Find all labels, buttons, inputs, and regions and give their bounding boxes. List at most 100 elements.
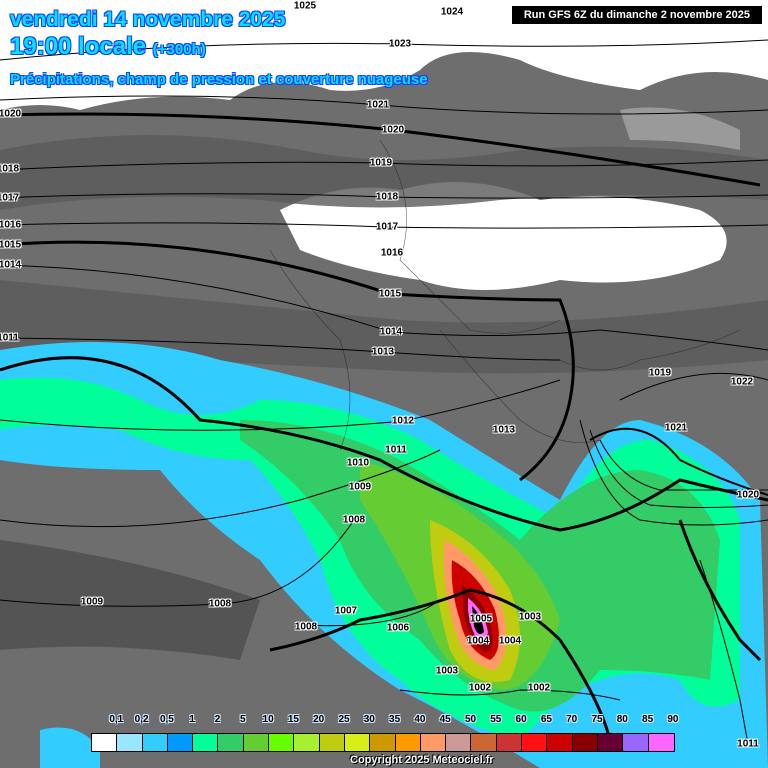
isobar-label: 1022: [730, 376, 754, 388]
legend-tick-label: 20: [313, 714, 325, 725]
isobar-label: 1021: [366, 99, 390, 111]
isobar-label: 1020: [381, 124, 405, 136]
isobar-label: 1004: [498, 635, 522, 647]
legend-tick-label: 90: [667, 714, 679, 725]
isobar-label: 1016: [380, 247, 404, 259]
legend-swatch: [193, 734, 219, 751]
isobar-label: 1010: [346, 457, 370, 469]
legend-tick-label: 65: [540, 714, 552, 725]
legend-swatch: [648, 734, 674, 751]
isobar-label: 1015: [378, 288, 402, 300]
isobar-label: 1020: [0, 108, 22, 120]
precipitation-areas: [0, 342, 768, 768]
isobar-label: 1011: [737, 738, 759, 750]
isobar-label: 1025: [293, 0, 317, 12]
legend-swatch: [167, 734, 194, 751]
legend-tick-label: 60: [515, 714, 527, 725]
legend-tick-label: 55: [490, 714, 502, 725]
legend-tick-label: 45: [439, 714, 451, 725]
legend-tick-label: 0,1: [109, 714, 124, 725]
legend-swatch: [142, 734, 168, 751]
legend-swatch: [496, 734, 523, 751]
legend-tick-label: 70: [566, 714, 578, 725]
isobar-label: 1017: [375, 221, 399, 233]
isobar-label: 1012: [391, 415, 415, 427]
isobar-label: 1013: [371, 346, 395, 358]
legend-tick-label: 30: [363, 714, 375, 725]
isobar-label: 1002: [527, 682, 551, 694]
legend-tick-label: 35: [389, 714, 401, 725]
isobar-label: 1002: [468, 682, 492, 694]
forecast-time: 19:00 locale (+300h): [10, 33, 206, 61]
precipitation-legend: [91, 733, 675, 752]
legend-swatch: [294, 734, 320, 751]
isobar-label: 1008: [208, 598, 232, 610]
clear-sky-areas: [0, 0, 768, 290]
model-run-info: Run GFS 6Z du dimanche 2 novembre 2025: [511, 6, 762, 24]
legend-tick-label: 0,5: [159, 714, 174, 725]
isobar-label: 1009: [80, 596, 104, 608]
legend-swatch: [522, 734, 548, 751]
isobar-label: 1019: [369, 157, 393, 169]
legend-swatch: [218, 734, 244, 751]
isobar-label: 1017: [0, 192, 20, 204]
isobar-label: 1011: [0, 332, 19, 344]
legend-tick-label: 15: [287, 714, 299, 725]
legend-swatch: [572, 734, 598, 751]
isobar-label: 1005: [469, 613, 493, 625]
local-time: 19:00 locale: [10, 33, 147, 60]
legend-swatch: [597, 734, 624, 751]
isobar-label: 1021: [664, 422, 688, 434]
legend-tick-label: 5: [240, 714, 246, 725]
isobar-label: 1015: [0, 239, 22, 251]
isobar-label: 1013: [492, 424, 516, 436]
isobar-label: 1008: [342, 514, 366, 526]
lead-time: (+300h): [152, 41, 206, 58]
copyright: Copyright 2025 Meteociel.fr: [350, 754, 494, 766]
legend-swatch: [269, 734, 295, 751]
legend-tick-label: 40: [414, 714, 426, 725]
isobar-label: 1018: [0, 163, 20, 175]
isobar-label: 1023: [388, 38, 412, 50]
forecast-date: vendredi 14 novembre 2025: [10, 8, 286, 31]
legend-tick-label: 80: [616, 714, 628, 725]
legend-swatch: [471, 734, 497, 751]
isobar-label: 1016: [0, 219, 22, 231]
legend-swatch: [117, 734, 143, 751]
isobar-label: 1019: [648, 367, 672, 379]
isobar-label: 1020: [736, 489, 760, 501]
legend-tick-label: 0,2: [134, 714, 149, 725]
isobar-label: 1014: [379, 326, 403, 338]
isobar-label: 1007: [334, 605, 358, 617]
legend-swatch: [92, 734, 118, 751]
isobar-label: 1008: [294, 621, 318, 633]
isobars: [0, 39, 768, 745]
legend-swatch: [547, 734, 573, 751]
legend-tick-label: 10: [262, 714, 274, 725]
isobar-label: 1003: [435, 665, 459, 677]
legend-swatch: [243, 734, 270, 751]
legend-swatch: [623, 734, 649, 751]
legend-tick-label: 75: [591, 714, 603, 725]
legend-tick-label: 85: [642, 714, 654, 725]
isobar-label: 1004: [466, 635, 490, 647]
legend-swatch: [319, 734, 345, 751]
isobar-label: 1018: [375, 191, 399, 203]
legend-tick-label: 25: [338, 714, 350, 725]
borders: [269, 139, 741, 451]
isobar-label: 1006: [386, 622, 410, 634]
legend-swatch: [420, 734, 447, 751]
legend-swatch: [344, 734, 371, 751]
legend-swatch: [446, 734, 472, 751]
legend-tick-label: 2: [214, 714, 221, 725]
legend-tick-label: 50: [464, 714, 477, 725]
legend-tick-label: 1: [189, 714, 195, 725]
isobar-label: 1014: [0, 259, 22, 271]
legend-swatch: [370, 734, 396, 751]
isobar-label: 1003: [518, 611, 542, 623]
isobar-label: 1009: [348, 481, 372, 493]
map-subtitle: Précipitations, champ de pression et cou…: [10, 71, 428, 88]
major-isobars: [0, 112, 768, 741]
